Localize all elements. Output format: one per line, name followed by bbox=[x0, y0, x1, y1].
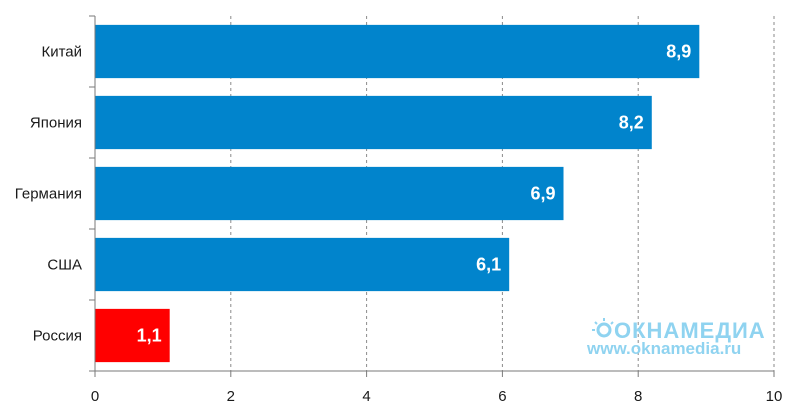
x-tick-label: 4 bbox=[362, 388, 370, 405]
x-tick-label: 6 bbox=[498, 388, 506, 405]
value-labels: 8,9 8,2 6,9 6,1 1,1 bbox=[137, 42, 692, 346]
category-labels: Китай Япония Германия США Россия bbox=[15, 44, 82, 345]
x-tick-label: 10 bbox=[766, 388, 783, 405]
bar bbox=[95, 95, 652, 150]
data-label: 8,9 bbox=[666, 42, 691, 62]
category-label: США bbox=[47, 257, 82, 274]
axes bbox=[89, 15, 775, 377]
x-tick-label: 2 bbox=[227, 388, 235, 405]
bar bbox=[95, 166, 564, 221]
x-tick-label: 8 bbox=[634, 388, 642, 405]
watermark-brand: ОКНАМЕДИА bbox=[614, 318, 766, 343]
data-label: 1,1 bbox=[137, 326, 162, 346]
watermark-sun-icon bbox=[592, 318, 614, 338]
watermark-url: www.oknamedia.ru bbox=[586, 339, 741, 358]
x-tick-label: 0 bbox=[91, 388, 99, 405]
watermark: ОКНАМЕДИА www.oknamedia.ru bbox=[586, 318, 766, 358]
data-label: 6,1 bbox=[476, 255, 501, 275]
category-label: Россия bbox=[33, 328, 82, 345]
bar bbox=[95, 237, 510, 292]
data-label: 6,9 bbox=[530, 184, 555, 204]
category-label: Китай bbox=[41, 44, 82, 61]
category-label: Германия bbox=[15, 186, 82, 203]
bar bbox=[95, 24, 700, 79]
data-label: 8,2 bbox=[619, 113, 644, 133]
grid-lines bbox=[230, 16, 775, 371]
x-tick-labels: 0 2 4 6 8 10 bbox=[91, 388, 783, 405]
category-label: Япония bbox=[30, 115, 82, 132]
bar bbox=[95, 308, 170, 363]
bars-group bbox=[95, 24, 700, 363]
